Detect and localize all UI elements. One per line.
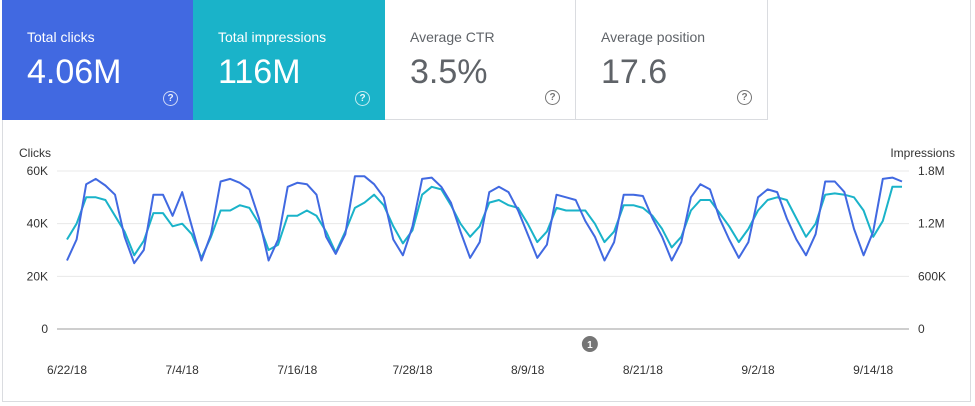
right-tick-label: 0 — [918, 322, 925, 336]
left-axis-title: Clicks — [19, 146, 51, 160]
x-tick-label: 8/21/18 — [623, 363, 663, 377]
x-tick-label: 9/2/18 — [741, 363, 775, 377]
average-position-card[interactable]: Average position 17.6 ? — [576, 0, 768, 120]
average-ctr-label: Average CTR — [410, 29, 495, 45]
left-tick-label: 60K — [27, 164, 48, 178]
average-position-label: Average position — [601, 29, 706, 45]
right-tick-label: 600K — [918, 269, 946, 283]
annotation-badge[interactable] — [581, 336, 598, 352]
x-tick-label: 7/28/18 — [392, 363, 432, 377]
x-tick-label: 6/22/18 — [47, 363, 87, 377]
x-tick-label: 7/16/18 — [277, 363, 317, 377]
x-tick-label: 7/4/18 — [165, 363, 199, 377]
annotation-marker[interactable]: 1 — [581, 336, 598, 352]
right-tick-label: 1.8M — [918, 164, 945, 178]
total-impressions-label: Total impressions — [218, 29, 327, 45]
average-ctr-card[interactable]: Average CTR 3.5% ? — [385, 0, 576, 120]
help-icon[interactable]: ? — [355, 91, 370, 106]
total-clicks-value: 4.06M — [27, 53, 122, 91]
average-position-value: 17.6 — [601, 53, 668, 91]
annotation-label: 1 — [587, 340, 593, 351]
right-axis-title: Impressions — [890, 146, 955, 160]
right-tick-label: 1.2M — [918, 217, 945, 231]
total-impressions-value: 116M — [218, 53, 301, 91]
x-tick-label: 8/9/18 — [511, 363, 545, 377]
clicks-series-line — [66, 175, 903, 265]
total-clicks-card[interactable]: Total clicks 4.06M ? — [2, 0, 193, 120]
help-icon[interactable]: ? — [737, 90, 752, 105]
x-tick-label: 9/14/18 — [853, 363, 893, 377]
average-ctr-value: 3.5% — [410, 53, 488, 91]
help-icon[interactable]: ? — [163, 91, 178, 106]
total-clicks-label: Total clicks — [27, 29, 95, 45]
total-impressions-card[interactable]: Total impressions 116M ? — [193, 0, 385, 120]
left-tick-label: 0 — [41, 322, 48, 336]
left-tick-label: 40K — [27, 217, 48, 231]
left-tick-label: 20K — [27, 269, 48, 283]
help-icon[interactable]: ? — [545, 90, 560, 105]
